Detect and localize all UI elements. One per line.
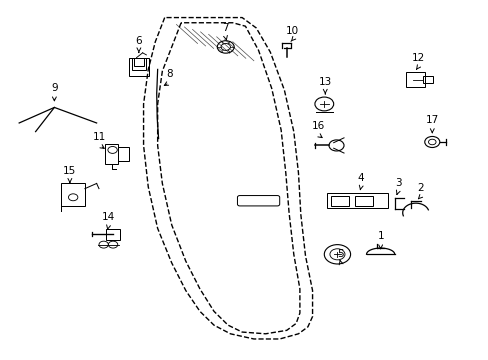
Text: 7: 7	[222, 23, 228, 33]
Text: 9: 9	[51, 82, 58, 93]
Bar	[406, 72, 425, 87]
Text: 14: 14	[102, 212, 115, 222]
Bar	[331, 196, 348, 206]
Text: 15: 15	[63, 166, 76, 176]
Bar	[134, 58, 143, 66]
Text: 11: 11	[93, 132, 106, 141]
Bar	[422, 76, 432, 83]
Text: 4: 4	[357, 173, 364, 183]
Bar	[128, 58, 149, 76]
Text: 1: 1	[377, 231, 383, 241]
Text: 5: 5	[337, 249, 344, 259]
Text: 10: 10	[285, 26, 299, 36]
Bar	[105, 144, 118, 165]
Bar	[106, 229, 120, 240]
Bar	[61, 184, 85, 206]
Bar	[326, 193, 387, 208]
Text: 13: 13	[318, 77, 331, 87]
Text: 17: 17	[425, 116, 438, 125]
Text: 3: 3	[394, 177, 401, 188]
Text: 6: 6	[135, 36, 142, 46]
Bar	[132, 58, 145, 70]
Text: 8: 8	[166, 69, 172, 79]
Bar	[354, 196, 372, 206]
Text: 2: 2	[416, 183, 423, 193]
Bar	[118, 147, 129, 161]
Text: 16: 16	[311, 121, 325, 131]
Text: 12: 12	[411, 53, 424, 63]
